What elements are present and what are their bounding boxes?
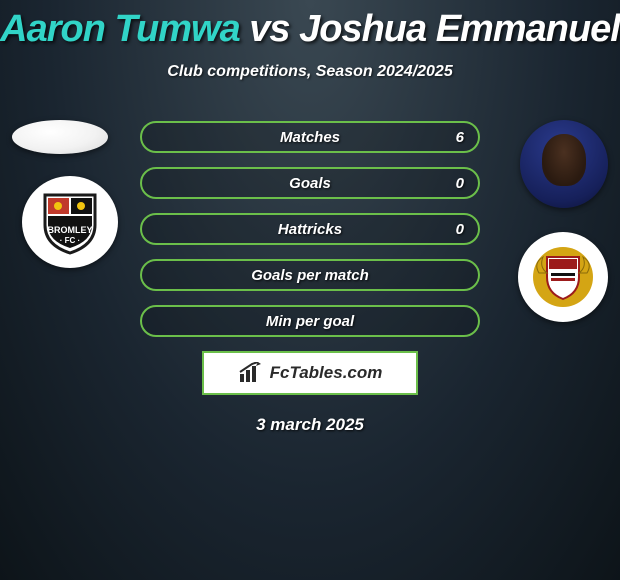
club-crest-icon: BROMLEY · FC · [35,187,105,257]
stat-label: Hattricks [142,215,478,243]
club-crest-icon [529,243,597,311]
subtitle: Club competitions, Season 2024/2025 [0,63,620,81]
stat-value-right: 6 [456,123,464,151]
player2-avatar [520,120,608,208]
player1-name: Aaron Tumwa [0,8,240,50]
stats-container: Matches 6 Goals 0 Hattricks 0 Goals per … [140,121,480,337]
stat-row-goals-per-match: Goals per match [140,259,480,291]
stat-value-right: 0 [456,169,464,197]
stat-label: Goals per match [142,261,478,289]
comparison-title: Aaron Tumwa vs Joshua Emmanuel [0,0,620,51]
watermark-text: FcTables.com [270,363,383,383]
svg-text:BROMLEY: BROMLEY [48,225,93,235]
stat-label: Goals [142,169,478,197]
stat-row-hattricks: Hattricks 0 [140,213,480,245]
player1-avatar [12,120,108,154]
player2-club-badge [518,232,608,322]
svg-text:· FC ·: · FC · [60,236,80,245]
stat-label: Matches [142,123,478,151]
vs-separator: vs [240,8,299,50]
stat-row-min-per-goal: Min per goal [140,305,480,337]
stat-row-matches: Matches 6 [140,121,480,153]
watermark-box: FcTables.com [202,351,418,395]
player1-club-badge: BROMLEY · FC · [22,176,118,268]
bar-chart-icon [238,362,264,384]
comparison-date: 3 march 2025 [0,415,620,435]
stat-value-right: 0 [456,215,464,243]
player2-name: Joshua Emmanuel [299,8,620,50]
stat-label: Min per goal [142,307,478,335]
stat-row-goals: Goals 0 [140,167,480,199]
